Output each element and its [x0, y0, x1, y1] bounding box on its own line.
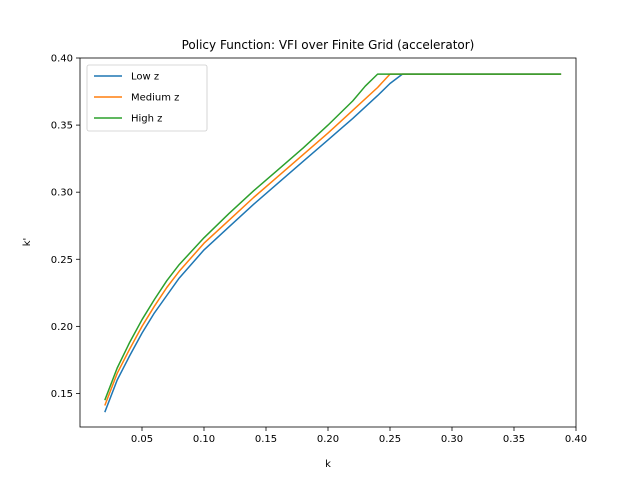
- x-tick-label: 0.40: [565, 434, 587, 445]
- y-tick-label: 0.15: [51, 389, 73, 400]
- y-tick-label: 0.40: [51, 54, 73, 65]
- plot-area: [104, 73, 562, 413]
- y-axis: 0.15 0.20 0.25 0.30 0.35 0.40: [51, 54, 80, 400]
- x-axis-label: k: [325, 459, 331, 470]
- x-axis: 0.05 0.10 0.15 0.20 0.25 0.30 0.35 0.40: [131, 427, 587, 445]
- y-tick-label: 0.35: [51, 121, 73, 132]
- x-tick-label: 0.30: [441, 434, 463, 445]
- legend-label-0: Low z: [131, 72, 159, 83]
- x-tick-label: 0.05: [131, 434, 153, 445]
- y-tick-label: 0.30: [51, 188, 73, 199]
- x-tick-label: 0.20: [317, 434, 339, 445]
- y-tick-label: 0.25: [51, 255, 73, 266]
- series-line-2: [104, 73, 562, 401]
- x-tick-label: 0.10: [193, 434, 215, 445]
- y-tick-label: 0.20: [51, 322, 73, 333]
- x-tick-label: 0.35: [503, 434, 525, 445]
- legend-label-1: Medium z: [131, 93, 179, 104]
- legend: Low z Medium z High z: [86, 64, 208, 132]
- legend-box: [86, 64, 208, 132]
- x-tick-label: 0.25: [379, 434, 401, 445]
- x-tick-label: 0.15: [255, 434, 277, 445]
- legend-label-2: High z: [131, 114, 162, 125]
- chart-title: Policy Function: VFI over Finite Grid (a…: [182, 38, 475, 52]
- y-axis-label: k': [22, 238, 33, 247]
